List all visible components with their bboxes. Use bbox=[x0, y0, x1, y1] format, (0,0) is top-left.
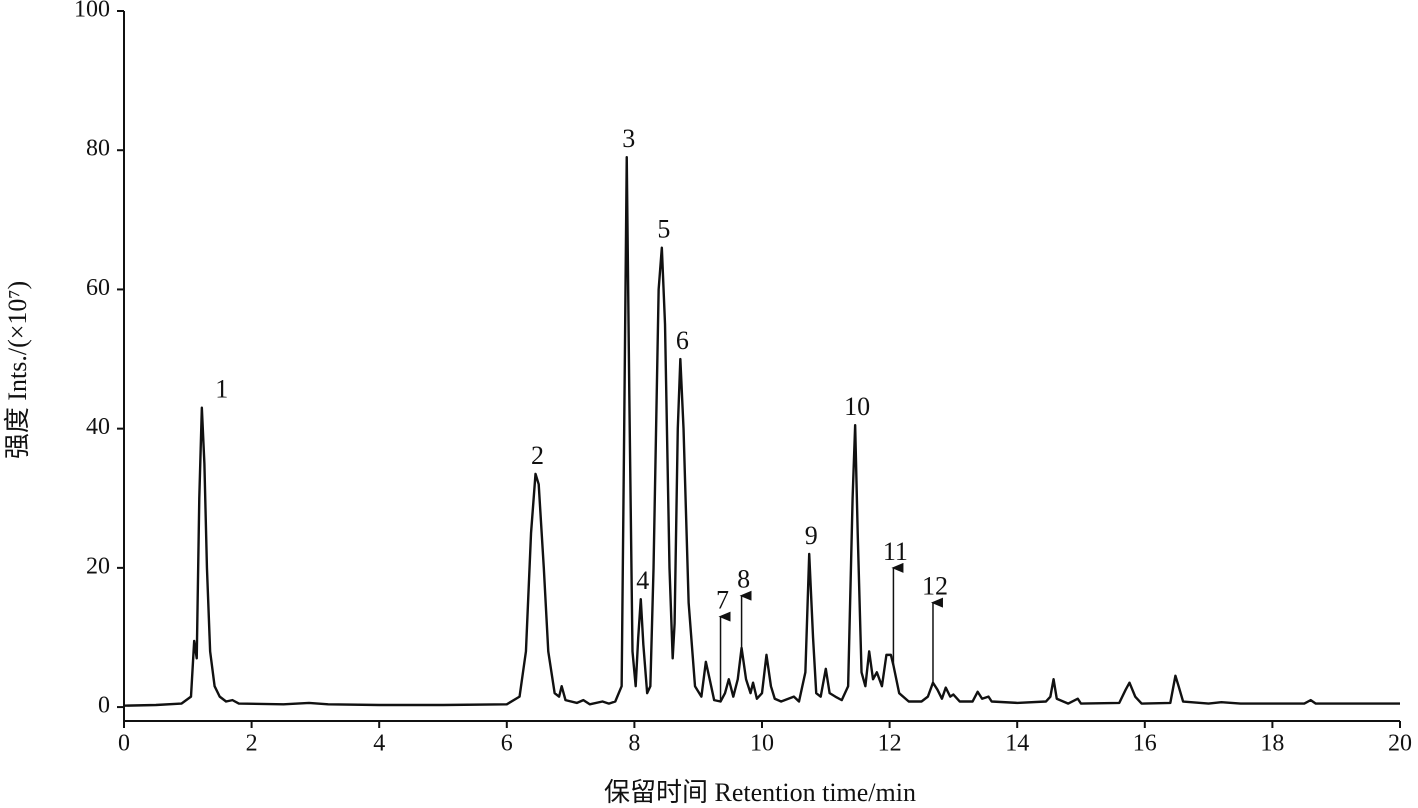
peak-label: 5 bbox=[657, 215, 670, 244]
peak-label: 6 bbox=[676, 326, 689, 355]
peak-label: 9 bbox=[805, 521, 818, 550]
peak-label: 12 bbox=[922, 572, 948, 601]
y-tick-label: 80 bbox=[86, 136, 110, 162]
x-tick-label: 6 bbox=[501, 731, 513, 757]
peak-label: 2 bbox=[531, 441, 544, 470]
x-tick-label: 2 bbox=[246, 731, 258, 757]
peak-label: 3 bbox=[622, 124, 635, 153]
x-tick-label: 20 bbox=[1388, 731, 1412, 757]
x-tick-label: 10 bbox=[750, 731, 774, 757]
peak-label: 7 bbox=[716, 586, 729, 615]
y-tick-label: 20 bbox=[86, 553, 110, 579]
x-tick-label: 8 bbox=[628, 731, 640, 757]
peak-label: 11 bbox=[883, 537, 908, 566]
y-axis-title: 强度 Ints./(×10⁷) bbox=[3, 281, 32, 459]
x-axis-title: 保留时间 Retention time/min bbox=[604, 778, 916, 807]
y-tick-label: 60 bbox=[86, 275, 110, 301]
peak-label: 1 bbox=[215, 375, 228, 404]
x-tick-label: 12 bbox=[878, 731, 902, 757]
x-tick-label: 0 bbox=[118, 731, 130, 757]
x-tick-label: 16 bbox=[1133, 731, 1157, 757]
y-tick-label: 0 bbox=[98, 693, 110, 719]
x-tick-label: 4 bbox=[373, 731, 385, 757]
trace-line bbox=[123, 155, 1400, 707]
peak-label: 10 bbox=[844, 392, 870, 421]
x-tick-label: 18 bbox=[1260, 731, 1284, 757]
peak-label: 8 bbox=[737, 565, 750, 594]
x-tick-label: 14 bbox=[1005, 731, 1029, 757]
y-tick-label: 100 bbox=[74, 0, 110, 23]
peak-label: 4 bbox=[636, 566, 649, 595]
y-tick-label: 40 bbox=[86, 414, 110, 440]
